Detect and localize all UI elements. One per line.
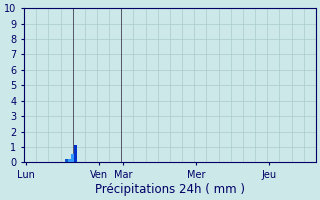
Bar (71, 154, 74, 162)
Bar (65, 159, 68, 162)
X-axis label: Précipitations 24h ( mm ): Précipitations 24h ( mm ) (95, 183, 245, 196)
Bar (74, 145, 77, 162)
Bar (68, 159, 71, 162)
